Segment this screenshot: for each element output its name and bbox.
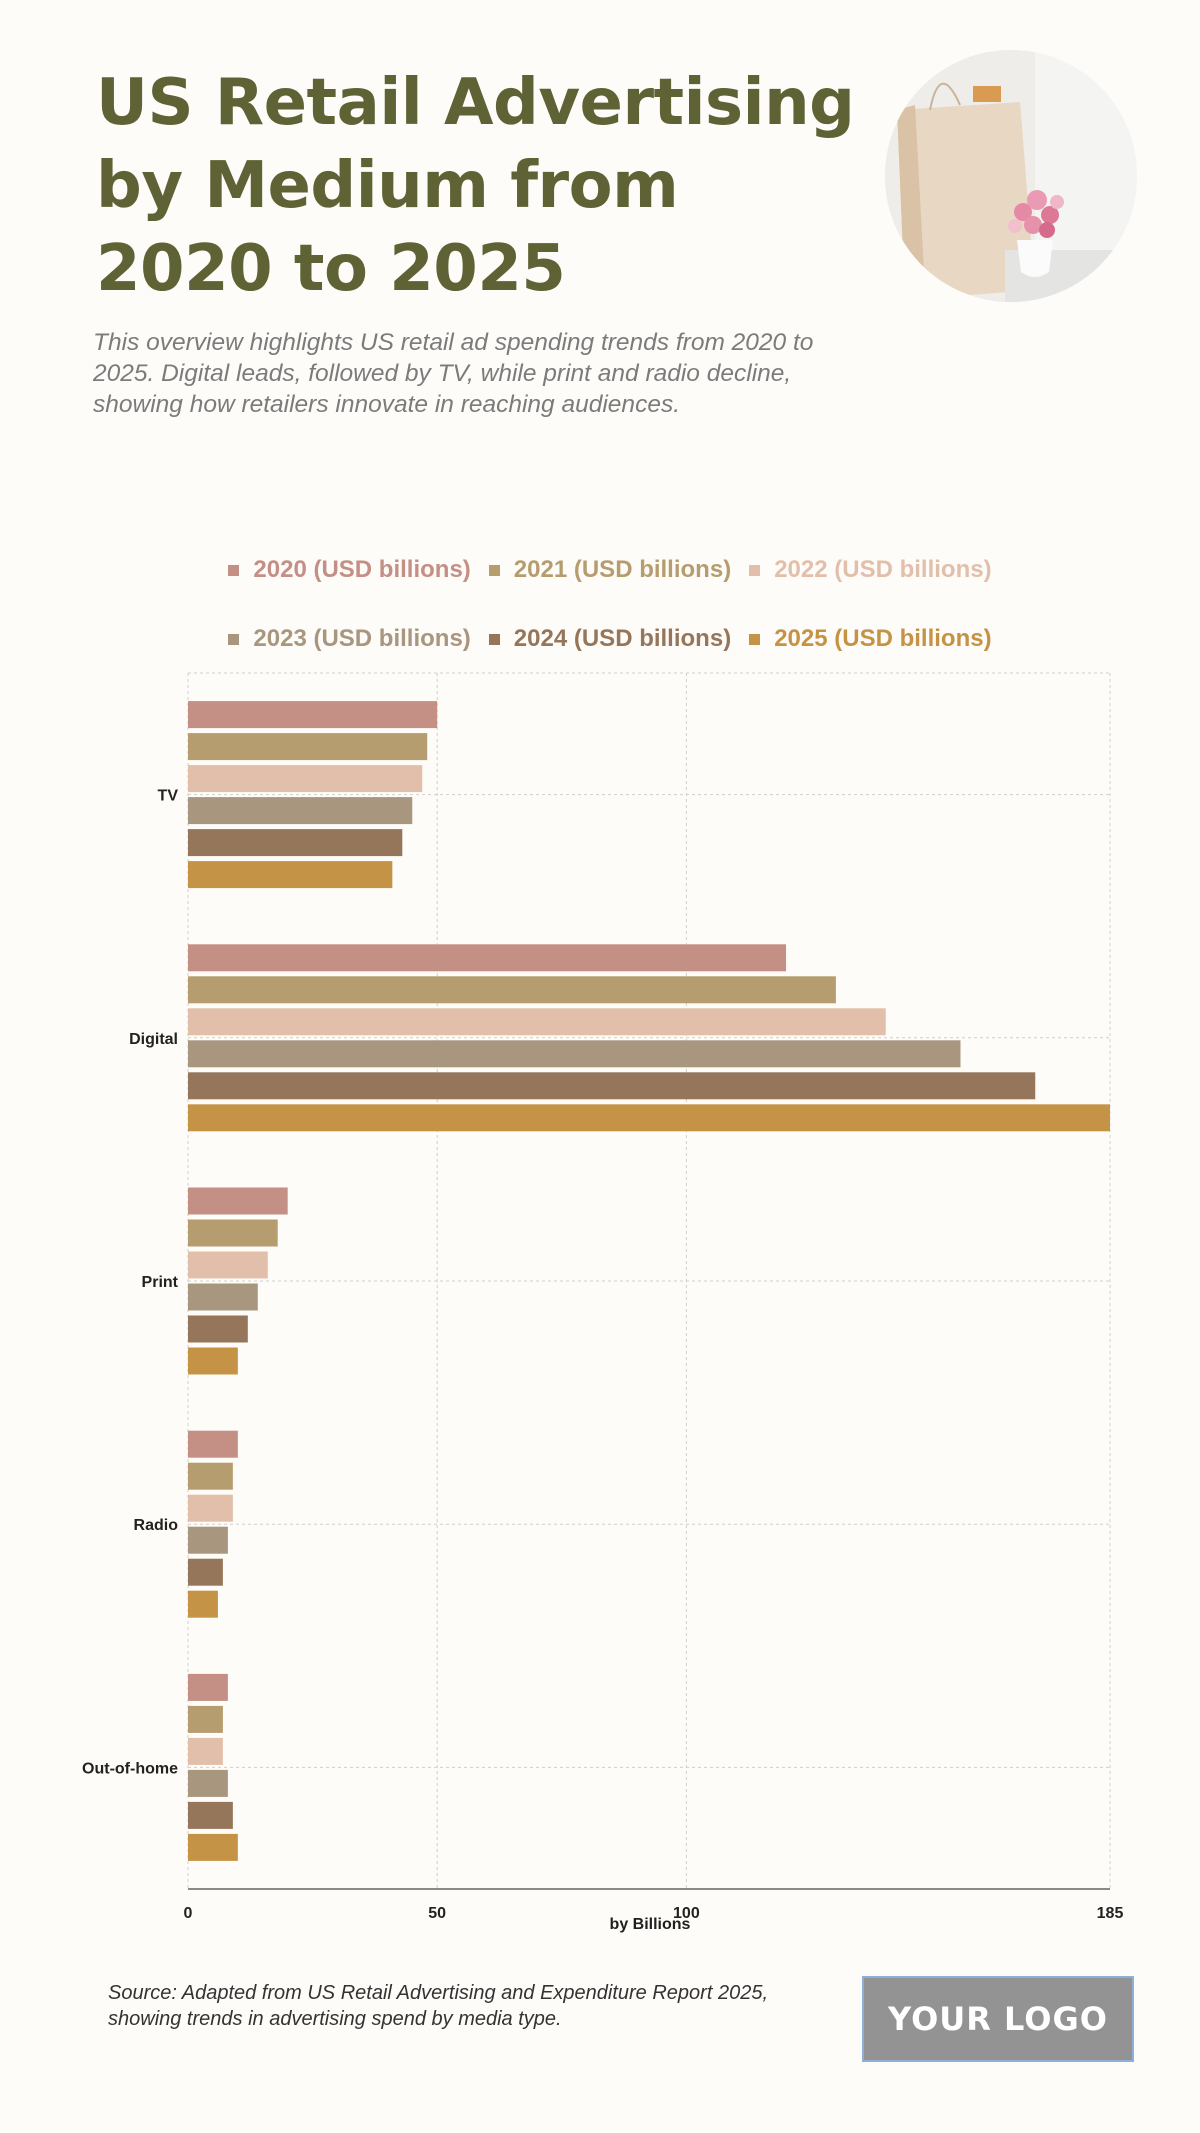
bar-digital-2020: [188, 944, 787, 972]
legend-label: 2020 (USD billions): [253, 556, 471, 583]
legend-row-2: 2023 (USD billions) 2024 (USD billions) …: [160, 617, 1060, 661]
bar-tv-2020: [188, 701, 438, 729]
legend-label: 2021 (USD billions): [513, 556, 732, 583]
bar-digital-2023: [188, 1040, 961, 1068]
legend-swatch-icon: [228, 564, 240, 576]
bar-print-2025: [188, 1347, 238, 1375]
bar-out-of-home-2021: [188, 1705, 223, 1733]
bar-tv-2022: [188, 765, 423, 793]
bar-print-2021: [188, 1219, 278, 1247]
bar-digital-2022: [188, 1008, 886, 1036]
legend-item-2022[interactable]: 2022 (USD billions): [749, 556, 992, 584]
bar-print-2022: [188, 1251, 268, 1279]
legend-item-2021[interactable]: 2021 (USD billions): [488, 556, 732, 584]
bar-radio-2024: [188, 1558, 223, 1586]
bar-print-2024: [188, 1315, 248, 1343]
legend-label: 2025 (USD billions): [774, 625, 992, 652]
bar-radio-2025: [188, 1590, 218, 1618]
bar-radio-2023: [188, 1526, 228, 1554]
legend-swatch-icon: [228, 633, 240, 645]
page-subtitle: This overview highlights US retail ad sp…: [93, 329, 814, 418]
bar-print-2020: [188, 1187, 288, 1215]
bar-digital-2021: [188, 976, 836, 1004]
x-tick-label: 100: [673, 1905, 700, 1922]
bar-out-of-home-2022: [188, 1737, 223, 1765]
bar-tv-2021: [188, 733, 428, 761]
y-tick-label: Print: [142, 1274, 179, 1291]
legend-label: 2022 (USD billions): [774, 556, 992, 583]
y-tick-label: TV: [158, 788, 179, 805]
page-title: US Retail Advertising by Medium from 202…: [96, 66, 855, 306]
x-tick-label: 0: [184, 1905, 193, 1922]
x-tick-label: 185: [1097, 1905, 1124, 1922]
bar-digital-2024: [188, 1072, 1036, 1100]
legend-item-2024[interactable]: 2024 (USD billions): [488, 625, 732, 653]
bar-out-of-home-2024: [188, 1801, 233, 1829]
y-tick-label: Out-of-home: [82, 1760, 178, 1777]
bar-out-of-home-2023: [188, 1769, 228, 1797]
x-axis-title: by Billions: [609, 1916, 691, 1933]
bar-tv-2023: [188, 797, 413, 825]
legend-swatch-icon: [488, 633, 500, 645]
x-tick-label: 50: [428, 1905, 446, 1922]
legend-swatch-icon: [749, 633, 761, 645]
bar-digital-2025: [188, 1104, 1110, 1132]
legend-item-2023[interactable]: 2023 (USD billions): [228, 625, 471, 653]
bar-tv-2024: [188, 829, 403, 857]
y-tick-label: Radio: [134, 1517, 179, 1534]
legend-item-2025[interactable]: 2025 (USD billions): [749, 625, 992, 653]
bar-print-2023: [188, 1283, 258, 1311]
y-tick-label: Digital: [129, 1031, 178, 1048]
source-note: Source: Adapted from US Retail Advertisi…: [108, 1982, 768, 2030]
legend-label: 2024 (USD billions): [513, 625, 732, 652]
logo-placeholder: YOUR LOGO: [862, 1976, 1134, 2062]
bar-radio-2022: [188, 1494, 233, 1522]
legend-swatch-icon: [749, 564, 761, 576]
bar-out-of-home-2020: [188, 1673, 228, 1701]
bar-radio-2021: [188, 1462, 233, 1490]
legend-row-1: 2020 (USD billions) 2021 (USD billions) …: [160, 548, 1060, 592]
bar-tv-2025: [188, 861, 393, 889]
bar-radio-2020: [188, 1430, 238, 1458]
chart-legend: 2020 (USD billions) 2021 (USD billions) …: [160, 548, 1060, 686]
legend-swatch-icon: [488, 564, 500, 576]
bar-out-of-home-2025: [188, 1833, 238, 1861]
legend-item-2020[interactable]: 2020 (USD billions): [228, 556, 471, 584]
legend-label: 2023 (USD billions): [253, 625, 471, 652]
